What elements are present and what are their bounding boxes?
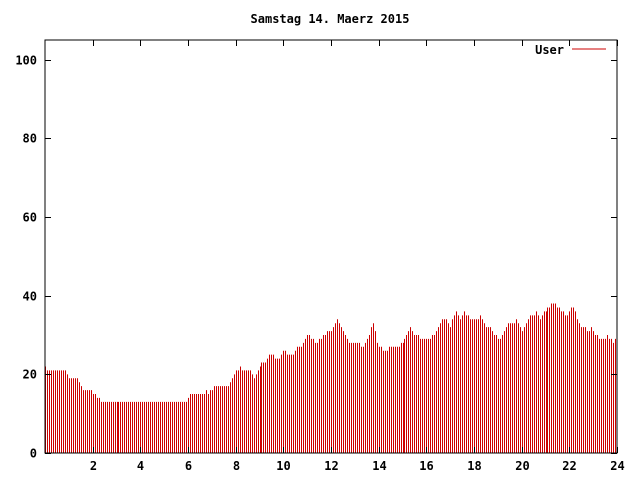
x-tick-label: 20 (515, 459, 529, 473)
y-tick-label: 40 (23, 290, 37, 304)
x-tick-label: 8 (233, 459, 240, 473)
x-tick-label: 6 (185, 459, 192, 473)
x-tick-label: 4 (137, 459, 144, 473)
legend: User (535, 43, 606, 57)
chart-title: Samstag 14. Maerz 2015 (251, 12, 410, 26)
legend-label: User (535, 43, 564, 57)
axis-ticks (45, 40, 618, 454)
y-tick-label: 0 (30, 447, 37, 461)
x-tick-label: 24 (610, 459, 624, 473)
bars-group (45, 303, 616, 453)
x-tick-label: 2 (90, 459, 97, 473)
x-tick-label: 12 (324, 459, 338, 473)
x-tick-label: 22 (562, 459, 576, 473)
y-tick-label: 20 (23, 368, 37, 382)
y-tick-labels: 0 20 40 60 80 100 (15, 54, 37, 461)
x-tick-label: 10 (276, 459, 290, 473)
y-tick-label: 100 (15, 54, 37, 68)
x-tick-label: 18 (467, 459, 481, 473)
x-tick-label: 16 (419, 459, 433, 473)
y-tick-label: 80 (23, 132, 37, 146)
x-tick-labels: 2 4 6 8 10 12 14 16 18 20 22 24 (90, 459, 625, 473)
x-tick-label: 14 (372, 459, 386, 473)
y-tick-label: 60 (23, 211, 37, 225)
